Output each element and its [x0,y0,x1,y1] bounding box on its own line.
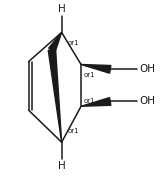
Polygon shape [48,49,62,142]
Polygon shape [81,98,111,106]
Text: or1: or1 [84,98,96,104]
Text: or1: or1 [84,72,96,78]
Text: or1: or1 [68,129,79,134]
Polygon shape [81,64,111,73]
Text: OH: OH [139,64,155,74]
Text: OH: OH [139,96,155,106]
Polygon shape [49,32,62,52]
Text: H: H [58,161,65,171]
Text: or1: or1 [68,40,79,46]
Text: H: H [58,4,65,14]
